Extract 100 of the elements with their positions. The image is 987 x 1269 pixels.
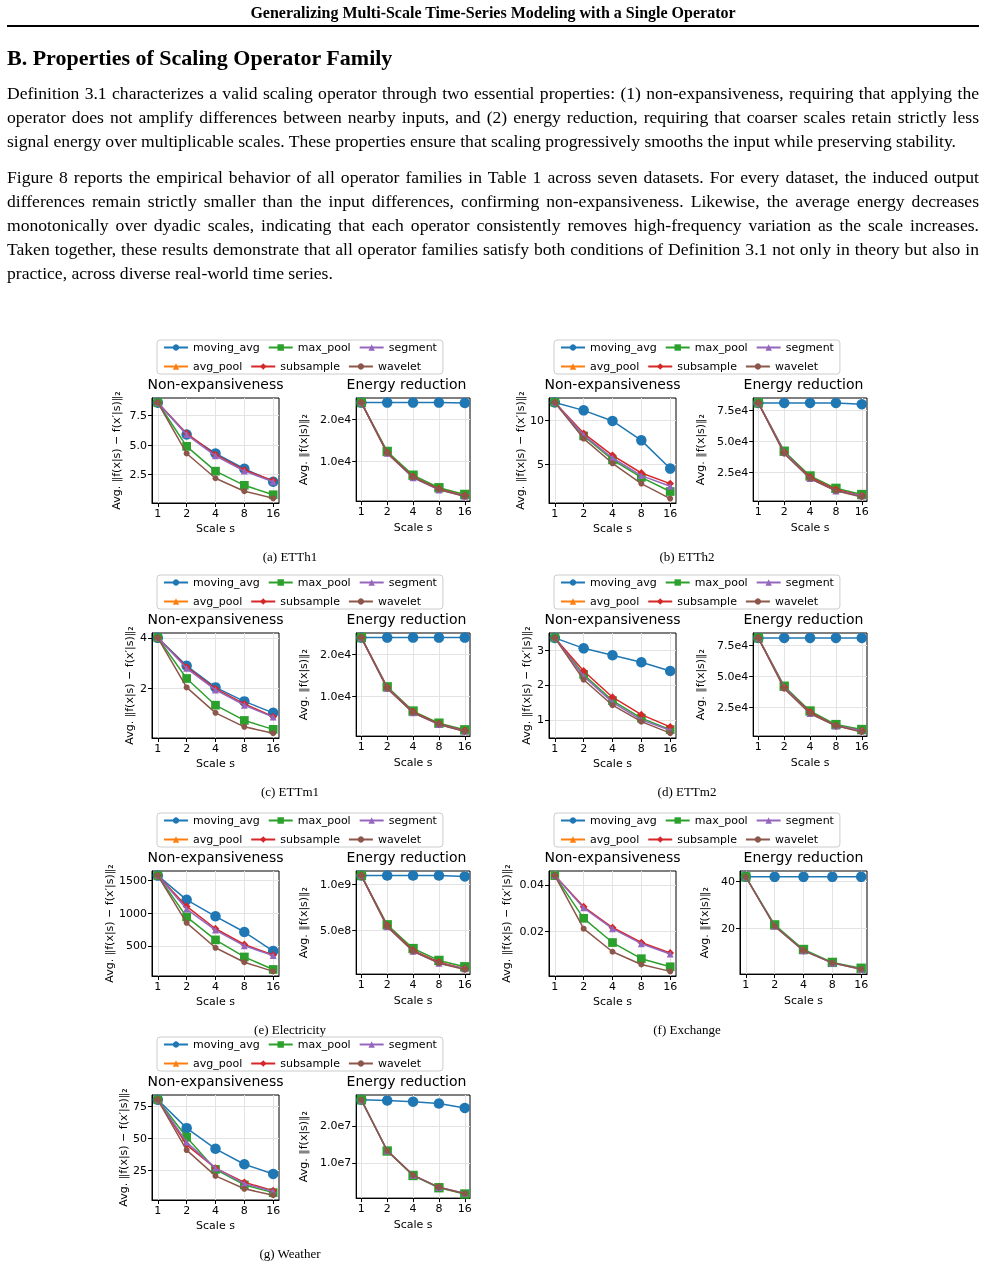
legend-label: avg_pool bbox=[193, 595, 243, 608]
x-tick-label: 16 bbox=[266, 742, 281, 755]
x-tick-label: 8 bbox=[832, 740, 840, 754]
x-tick-label: 2 bbox=[183, 980, 191, 993]
legend-label: moving_avg bbox=[193, 1038, 260, 1051]
x-axis-title: Scale s bbox=[790, 756, 830, 769]
legend-label: max_pool bbox=[694, 576, 748, 589]
legend-label: avg_pool bbox=[590, 595, 640, 608]
legend-label: moving_avg bbox=[590, 814, 657, 827]
legend-label: segment bbox=[785, 576, 835, 589]
y-axis-title: Avg. ‖f(x|s) − f(x′|s)‖₂ bbox=[513, 391, 527, 510]
chart-title: Non-expansiveness bbox=[544, 611, 681, 627]
y-axis-title: Avg. ‖f(x|s) − f(x′|s)‖₂ bbox=[116, 1088, 130, 1207]
y-tick-label: 1.0e4 bbox=[319, 454, 352, 468]
text: B. Properties of Scaling Operator Family bbox=[7, 45, 394, 71]
x-tick-label: 16 bbox=[457, 978, 472, 992]
legend-label: avg_pool bbox=[590, 833, 640, 846]
y-tick-label: 0.02 bbox=[519, 924, 544, 938]
x-tick-label: 16 bbox=[457, 1202, 472, 1216]
legend-label: avg_pool bbox=[193, 360, 243, 373]
x-tick-label: 2 bbox=[183, 1204, 191, 1217]
legend-label: segment bbox=[785, 814, 835, 827]
text: (f) Exchange bbox=[653, 1022, 721, 1037]
y-tick-label: 7.5 bbox=[129, 409, 147, 423]
x-tick-label: 2 bbox=[780, 740, 788, 754]
x-axis-title: Scale s bbox=[393, 756, 433, 769]
x-tick-label: 8 bbox=[240, 507, 248, 520]
chart-title: Energy reduction bbox=[743, 376, 864, 392]
text: (b) ETTh2 bbox=[659, 549, 715, 564]
text: (c) ETTm1 bbox=[260, 784, 320, 799]
y-tick-label: 2.5 bbox=[129, 468, 147, 482]
legend-label: subsample bbox=[280, 360, 341, 373]
chart-title: Energy reduction bbox=[743, 849, 864, 865]
legend-label: wavelet bbox=[377, 360, 422, 373]
legend-label: wavelet bbox=[774, 595, 819, 608]
legend-label: wavelet bbox=[774, 360, 819, 373]
x-tick-label: 1 bbox=[357, 505, 365, 519]
x-tick-label: 8 bbox=[240, 742, 248, 755]
x-tick-label: 16 bbox=[854, 978, 869, 992]
x-axis-title: Scale s bbox=[593, 995, 633, 1008]
y-tick-label: 5.0e4 bbox=[716, 669, 749, 683]
y-tick-label: 10 bbox=[530, 413, 544, 427]
y-tick-label: 40 bbox=[721, 875, 735, 889]
x-tick-label: 2 bbox=[183, 507, 191, 520]
chart-title: Non-expansiveness bbox=[147, 376, 284, 392]
legend-label: moving_avg bbox=[193, 341, 260, 354]
chart-title: Non-expansiveness bbox=[147, 611, 284, 627]
text: (a) ETTh1 bbox=[262, 549, 318, 564]
chart-title: Energy reduction bbox=[743, 611, 864, 627]
y-tick-label: 1500 bbox=[119, 873, 147, 887]
y-axis-title: Avg. ‖f(x|s)‖₂ bbox=[297, 1110, 310, 1183]
x-tick-label: 2 bbox=[780, 505, 788, 519]
x-axis-title: Scale s bbox=[593, 522, 633, 535]
legend-label: moving_avg bbox=[193, 814, 260, 827]
chart-title: Energy reduction bbox=[346, 849, 467, 865]
x-axis-title: Scale s bbox=[593, 757, 633, 770]
y-tick-label: 7.5e4 bbox=[716, 403, 749, 417]
x-axis-title: Scale s bbox=[196, 757, 236, 770]
x-tick-label: 16 bbox=[854, 505, 869, 519]
chart-title: Non-expansiveness bbox=[147, 849, 284, 865]
y-tick-label: 1 bbox=[537, 713, 544, 727]
legend-label: moving_avg bbox=[193, 576, 260, 589]
x-tick-label: 4 bbox=[608, 742, 616, 755]
x-tick-label: 4 bbox=[409, 1202, 417, 1216]
y-tick-label: 5.0e8 bbox=[319, 923, 352, 937]
chart-title: Non-expansiveness bbox=[544, 376, 681, 392]
legend-label: subsample bbox=[280, 595, 341, 608]
legend-label: moving_avg bbox=[590, 576, 657, 589]
x-tick-label: 16 bbox=[266, 1204, 281, 1217]
x-axis-title: Scale s bbox=[196, 995, 236, 1008]
x-tick-label: 8 bbox=[435, 1202, 443, 1216]
x-tick-label: 4 bbox=[409, 505, 417, 519]
x-tick-label: 4 bbox=[409, 978, 417, 992]
y-tick-label: 3 bbox=[537, 643, 544, 657]
y-tick-label: 2 bbox=[537, 678, 544, 692]
x-tick-label: 2 bbox=[383, 505, 391, 519]
x-tick-label: 16 bbox=[266, 507, 281, 520]
legend-label: subsample bbox=[677, 360, 738, 373]
legend-label: subsample bbox=[280, 1057, 341, 1070]
y-axis-title: Avg. ‖f(x|s)‖₂ bbox=[297, 413, 310, 486]
y-tick-label: 1.0e4 bbox=[319, 689, 352, 703]
x-tick-label: 16 bbox=[266, 980, 281, 993]
x-tick-label: 2 bbox=[383, 1202, 391, 1216]
y-axis-title: Avg. ‖f(x|s)‖₂ bbox=[698, 886, 712, 959]
x-tick-label: 1 bbox=[154, 980, 162, 993]
x-tick-label: 4 bbox=[211, 507, 219, 520]
y-tick-label: 2.5e4 bbox=[716, 465, 749, 479]
x-tick-label: 4 bbox=[211, 742, 219, 755]
y-axis-title: Avg. ‖f(x|s) − f(x′|s)‖₂ bbox=[123, 626, 137, 745]
x-axis-title: Scale s bbox=[393, 994, 433, 1007]
x-tick-label: 1 bbox=[154, 1204, 162, 1217]
text: Generalizing Multi-Scale Time-Series Modeling with a Single Operator bbox=[7, 3, 979, 27]
y-tick-label: 4 bbox=[140, 631, 147, 645]
y-tick-label: 1.0e7 bbox=[319, 1156, 352, 1170]
y-axis-title: Avg. ‖f(x|s) − f(x′|s)‖₂ bbox=[109, 391, 123, 510]
y-tick-label: 2.5e4 bbox=[716, 700, 749, 714]
x-tick-label: 4 bbox=[806, 505, 814, 519]
x-tick-label: 4 bbox=[211, 1204, 219, 1217]
y-axis-title: Avg. ‖f(x|s)‖₂ bbox=[694, 648, 707, 721]
x-tick-label: 8 bbox=[240, 980, 248, 993]
